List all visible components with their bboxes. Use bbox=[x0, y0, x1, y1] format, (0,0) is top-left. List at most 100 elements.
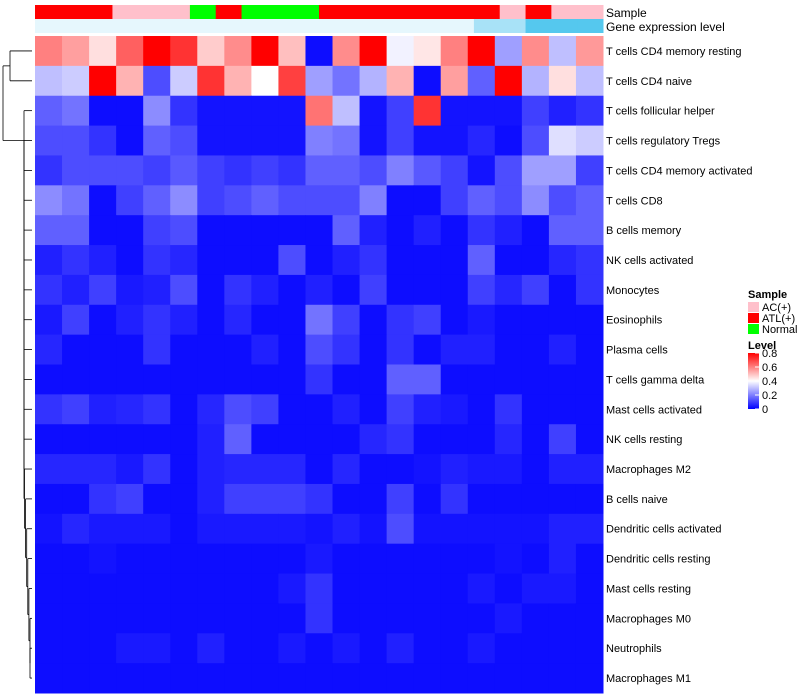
heatmap-cell bbox=[35, 304, 63, 336]
heatmap-cell bbox=[170, 364, 198, 395]
heatmap-cell bbox=[359, 245, 388, 276]
heatmap-cell bbox=[251, 185, 279, 216]
heatmap-cell bbox=[548, 543, 577, 575]
heatmap-cell bbox=[521, 36, 550, 67]
heatmap-cell bbox=[494, 304, 523, 336]
heatmap-cell bbox=[224, 334, 252, 365]
heatmap-cell bbox=[332, 304, 361, 336]
heatmap-cell bbox=[467, 185, 496, 216]
heatmap-cell bbox=[170, 394, 198, 425]
level-legend-title: Level bbox=[748, 340, 776, 352]
heatmap-cell bbox=[413, 663, 442, 694]
heatmap-cell bbox=[170, 245, 198, 276]
row-label: T cells gamma delta bbox=[606, 374, 705, 386]
heatmap-cell bbox=[548, 573, 577, 604]
heatmap-cell bbox=[143, 573, 171, 604]
heatmap-cell bbox=[386, 65, 415, 97]
heatmap-cell bbox=[386, 543, 415, 575]
heatmap-cell bbox=[386, 274, 415, 306]
row-label: Mast cells resting bbox=[606, 584, 691, 596]
heatmap-cell bbox=[413, 215, 442, 246]
heatmap-cell bbox=[413, 454, 442, 485]
gene-expression-annotation-cell bbox=[525, 19, 552, 33]
heatmap-cell bbox=[548, 125, 577, 156]
gene-expression-annotation-cell bbox=[267, 19, 294, 33]
heatmap-cell bbox=[170, 334, 198, 365]
row-label: Plasma cells bbox=[606, 345, 668, 357]
heatmap-cell bbox=[413, 334, 442, 365]
sample-annotation-cell bbox=[112, 5, 139, 19]
heatmap-cell bbox=[359, 274, 388, 306]
heatmap-cell bbox=[62, 95, 90, 127]
heatmap-cell bbox=[440, 364, 469, 395]
heatmap-cell bbox=[548, 633, 577, 664]
row-label: Monocytes bbox=[606, 285, 660, 297]
gene-expression-annotation-cell bbox=[499, 19, 527, 33]
heatmap-cell bbox=[494, 543, 523, 575]
heatmap-cell bbox=[494, 125, 523, 156]
heatmap-cell bbox=[359, 394, 388, 425]
heatmap-cell bbox=[278, 633, 306, 664]
heatmap-cell bbox=[170, 215, 198, 246]
heatmap-cell bbox=[170, 663, 198, 694]
heatmap-cell bbox=[548, 454, 577, 485]
heatmap-cell bbox=[494, 245, 523, 276]
heatmap-cell bbox=[170, 454, 198, 485]
heatmap-cell bbox=[116, 454, 144, 485]
heatmap-cell bbox=[413, 603, 442, 634]
heatmap-cell bbox=[35, 483, 63, 515]
heatmap-cell bbox=[386, 424, 415, 455]
sample-annotation-cell bbox=[60, 5, 88, 19]
row-label: Macrophages M2 bbox=[606, 464, 691, 476]
heatmap-cell bbox=[332, 95, 361, 127]
heatmap-cell bbox=[89, 185, 117, 216]
heatmap-cell bbox=[89, 603, 117, 634]
heatmap-cell bbox=[278, 274, 306, 306]
heatmap-cell bbox=[251, 543, 279, 575]
legend-swatch-ac bbox=[748, 302, 759, 312]
heatmap-cell bbox=[386, 185, 415, 216]
level-tick-label: 0.4 bbox=[762, 376, 777, 388]
heatmap-cell bbox=[521, 424, 550, 455]
heatmap-cell bbox=[35, 663, 63, 694]
heatmap-cell bbox=[575, 215, 604, 246]
heatmap-cell bbox=[143, 215, 171, 246]
gene-expression-annotation-cell bbox=[164, 19, 191, 33]
heatmap-cell bbox=[359, 543, 388, 575]
heatmap-cell bbox=[35, 513, 63, 545]
level-tick-label: 0.8 bbox=[762, 348, 777, 360]
row-label: Mast cells activated bbox=[606, 404, 702, 416]
heatmap-cell bbox=[386, 394, 415, 425]
heatmap-cell bbox=[62, 185, 90, 216]
heatmap-cell bbox=[386, 663, 415, 694]
heatmap-cell bbox=[386, 513, 415, 545]
heatmap-cell bbox=[386, 36, 415, 67]
heatmap-cell bbox=[440, 573, 469, 604]
heatmap-cell bbox=[224, 663, 252, 694]
heatmap-cell bbox=[62, 334, 90, 365]
heatmap-cell bbox=[548, 245, 577, 276]
heatmap-cell bbox=[548, 304, 577, 336]
heatmap-cell bbox=[35, 424, 63, 455]
heatmap-cell bbox=[413, 185, 442, 216]
heatmap-cell bbox=[494, 364, 523, 395]
heatmap-cell bbox=[89, 394, 117, 425]
heatmap-cell bbox=[575, 633, 604, 664]
heatmap-cell bbox=[440, 454, 469, 485]
heatmap-cell bbox=[224, 36, 252, 67]
heatmap-cell bbox=[575, 663, 604, 694]
heatmap-cell bbox=[89, 304, 117, 336]
gene-expression-annotation-cell bbox=[86, 19, 113, 33]
level-tick-label: 0.2 bbox=[762, 390, 777, 402]
heatmap-cell bbox=[494, 394, 523, 425]
heatmap-cell bbox=[116, 215, 144, 246]
heatmap-cell bbox=[305, 633, 334, 664]
heatmap-cell bbox=[224, 274, 252, 306]
heatmap-cell bbox=[170, 185, 198, 216]
heatmap-cell bbox=[494, 215, 523, 246]
heatmap-cell bbox=[251, 215, 279, 246]
heatmap-cell bbox=[332, 394, 361, 425]
heatmap-cell bbox=[332, 543, 361, 575]
heatmap-cell bbox=[170, 513, 198, 545]
heatmap-cell bbox=[116, 304, 144, 336]
